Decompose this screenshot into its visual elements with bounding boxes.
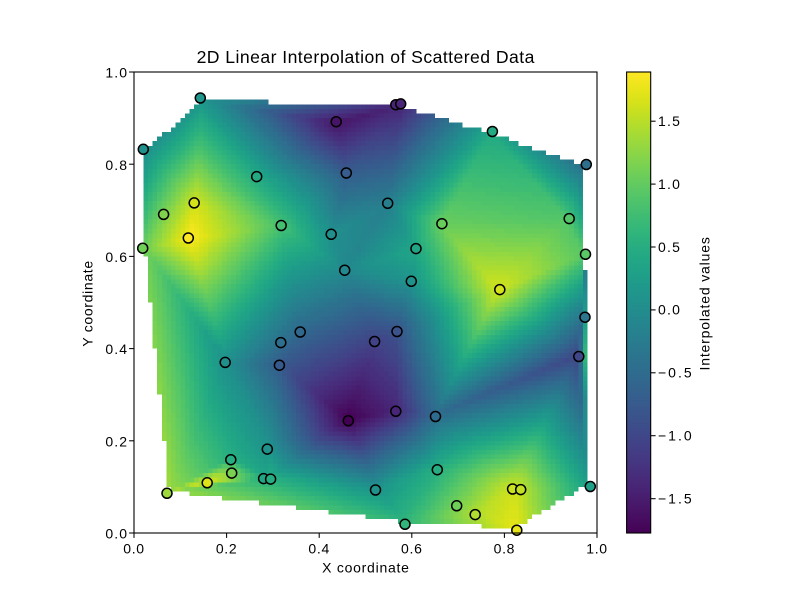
svg-text:0.0: 0.0 — [123, 541, 145, 557]
svg-text:Y coordinate: Y coordinate — [80, 260, 96, 346]
svg-text:0.8: 0.8 — [494, 541, 516, 557]
svg-text:0.0: 0.0 — [658, 302, 681, 318]
svg-text:0.2: 0.2 — [216, 541, 238, 557]
svg-text:X coordinate: X coordinate — [322, 560, 410, 576]
svg-text:−0.5: −0.5 — [658, 365, 694, 381]
svg-text:0.6: 0.6 — [401, 541, 423, 557]
svg-text:1.5: 1.5 — [658, 113, 681, 129]
svg-text:−1.5: −1.5 — [658, 491, 694, 507]
svg-text:1.0: 1.0 — [658, 176, 681, 192]
svg-text:0.4: 0.4 — [308, 541, 330, 557]
svg-text:0.5: 0.5 — [658, 239, 681, 255]
svg-text:0.0: 0.0 — [105, 526, 128, 542]
svg-text:0.2: 0.2 — [105, 433, 128, 449]
svg-text:−1.0: −1.0 — [658, 428, 694, 444]
svg-text:Interpolated values: Interpolated values — [697, 236, 713, 370]
svg-text:2D Linear Interpolation of Sca: 2D Linear Interpolation of Scattered Dat… — [197, 47, 535, 67]
svg-text:0.8: 0.8 — [105, 157, 128, 173]
svg-text:1.0: 1.0 — [586, 541, 608, 557]
svg-text:0.6: 0.6 — [105, 249, 128, 265]
svg-text:0.4: 0.4 — [105, 341, 128, 357]
svg-text:1.0: 1.0 — [105, 65, 128, 81]
